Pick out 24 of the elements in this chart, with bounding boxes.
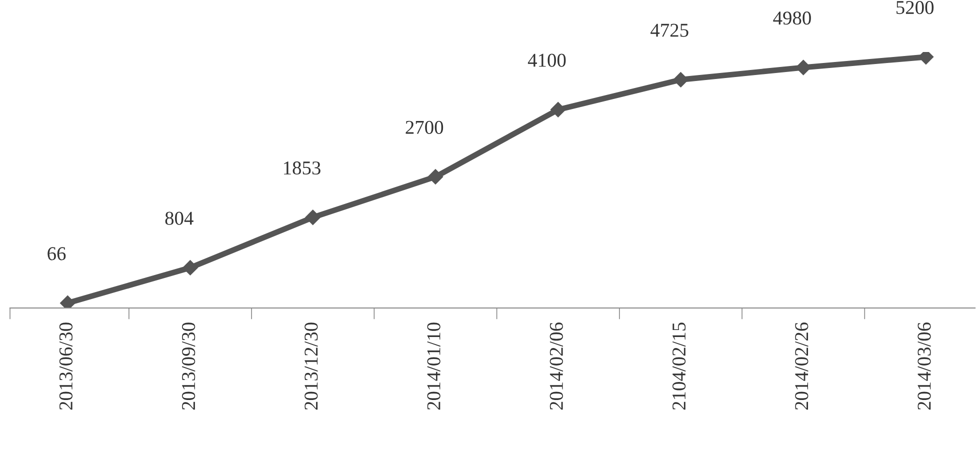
point [60,296,76,308]
data-label: 5200 [896,0,934,14]
x-tick-label: 2014/03/06 [918,322,931,410]
point [182,260,198,276]
data-label: 4980 [773,12,811,25]
data-label: 66 [48,247,66,260]
point [305,210,320,225]
point [673,72,688,88]
x-tick-label: 2013/12/30 [304,322,318,410]
data-label: 804 [165,212,194,225]
x-tick-label: 2014/02/06 [550,322,563,410]
x-tick-label: 2014/02/26 [795,322,808,410]
data-label: 2700 [406,120,444,134]
point [428,169,444,184]
point [796,60,811,76]
data-label: 1853 [284,161,320,175]
x-tick-label: 2013/06/30 [59,322,72,410]
data-label: 4725 [650,24,688,37]
x-tick-label: 2014/01/10 [427,322,440,410]
x-tick-label: 2104/02/15 [672,322,686,410]
data-label: 4100 [528,54,566,67]
point [550,102,566,118]
point [918,52,934,64]
x-tick-label: 2013/09/30 [182,322,196,410]
